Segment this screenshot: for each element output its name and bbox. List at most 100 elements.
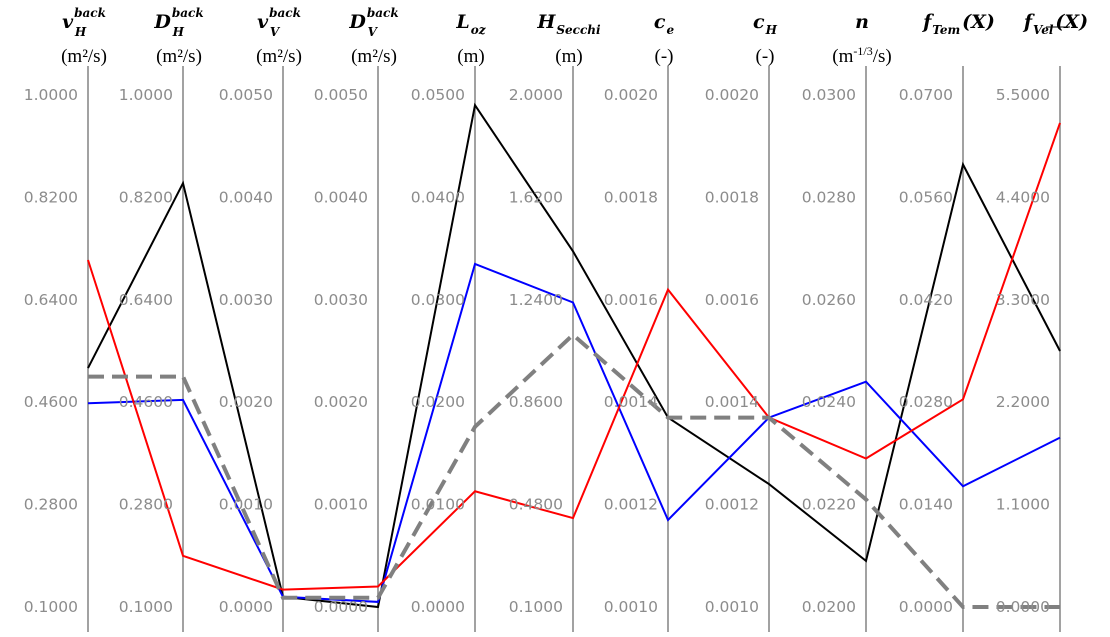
tick-label: 0.0100	[411, 496, 465, 514]
series-line-2	[87, 262, 1061, 603]
tick-label: 0.0016	[604, 291, 658, 309]
axis-subscript: Vel	[1033, 23, 1054, 37]
axis-argument: (X)	[962, 11, 995, 33]
tick-label: 1.6200	[509, 188, 563, 206]
tick-label: 0.0000	[314, 598, 368, 616]
axis-unit: (m²/s)	[351, 46, 397, 67]
axis-unit: (m)	[555, 46, 582, 67]
tick-label: 0.0700	[899, 86, 953, 104]
axis-unit: (m²/s)	[256, 46, 302, 67]
axis-name: fTem (X)	[921, 11, 995, 37]
tick-label: 0.0010	[705, 598, 759, 616]
axis-subscript: V	[368, 25, 379, 39]
tick-label: 0.0010	[314, 496, 368, 514]
tick-label: 0.0200	[411, 393, 465, 411]
tick-label: 0.8200	[24, 188, 78, 206]
tick-label: 0.0012	[705, 496, 759, 514]
axis-subscript: oz	[471, 23, 487, 37]
tick-label: 0.0018	[705, 188, 759, 206]
axis-superscript: back	[367, 6, 399, 20]
axis-name: Dback V	[348, 6, 398, 39]
axis-header-11: fVel (X)	[1022, 11, 1088, 37]
tick-label: 1.0000	[24, 86, 78, 104]
axis-header-6: HSecchi (m)	[536, 11, 601, 67]
tick-label: 0.6400	[119, 291, 173, 309]
axis-name: ce	[654, 11, 675, 37]
axis-name: vback V	[257, 6, 301, 39]
tick-label: 0.0000	[411, 598, 465, 616]
axis-unit: (m-1/3/s)	[832, 44, 891, 67]
axis-header-4: Dback V(m²/s)	[348, 6, 398, 67]
tick-label: 0.1000	[119, 598, 173, 616]
tick-label: 0.4600	[24, 393, 78, 411]
tick-label: 0.0050	[314, 86, 368, 104]
series-line-3	[87, 122, 1061, 591]
tick-label: 4.4000	[996, 188, 1050, 206]
tick-label: 0.0420	[899, 291, 953, 309]
tick-label: 0.0030	[219, 291, 273, 309]
axis-header-1: vback H(m²/s)	[61, 6, 107, 67]
axis-header-10: fTem (X)	[921, 11, 995, 37]
axis-header-5: Loz (m)	[455, 11, 486, 67]
tick-label: 0.0020	[314, 393, 368, 411]
axis-header-2: Dback H(m²/s)	[153, 6, 203, 67]
tick-label: 0.0220	[802, 496, 856, 514]
axis-argument: (X)	[1055, 11, 1088, 33]
tick-label: 0.0020	[219, 393, 273, 411]
axis-subscript: Secchi	[556, 23, 601, 37]
axis-name: fVel (X)	[1022, 11, 1088, 37]
tick-label: 1.1000	[996, 496, 1050, 514]
series-line-1	[87, 102, 1061, 609]
tick-label: 0.0050	[219, 86, 273, 104]
axis-superscript: back	[172, 6, 204, 20]
axis-subscript: V	[270, 25, 281, 39]
series-line-4	[88, 332, 1060, 609]
axis-name: cH	[753, 11, 778, 37]
axis-superscript: back	[74, 6, 106, 20]
axis-subscript: Tem	[932, 23, 960, 37]
tick-label: 0.0030	[314, 291, 368, 309]
tick-label: 0.0010	[604, 598, 658, 616]
tick-label: 0.0040	[219, 188, 273, 206]
tick-label: 0.2800	[119, 496, 173, 514]
axis-subscript: H	[765, 23, 778, 37]
axis-subscript: H	[172, 25, 185, 39]
axis-header-7: ce (-)	[654, 11, 675, 67]
tick-label: 0.0010	[219, 496, 273, 514]
tick-label: 0.0140	[899, 496, 953, 514]
axis-unit: (m)	[457, 46, 484, 67]
axis-name: Dback H	[153, 6, 203, 39]
tick-label: 0.0018	[604, 188, 658, 206]
tick-labels-layer: 1.0000 0.8200 0.6400 0.4600 0.2800 0.1000 1.00…	[24, 86, 1050, 616]
tick-label: 0.0400	[411, 188, 465, 206]
axis-name: n	[855, 11, 869, 33]
axis-unit: (m²/s)	[61, 46, 107, 67]
axis-superscript: back	[269, 6, 301, 20]
axis-unit: (m²/s)	[156, 46, 202, 67]
axis-header-8: cH (-)	[753, 11, 778, 67]
tick-label: 0.0014	[604, 393, 658, 411]
tick-label: 0.0020	[705, 86, 759, 104]
tick-label: 0.0240	[802, 393, 856, 411]
axis-name: HSecchi	[536, 11, 601, 37]
tick-label: 0.0014	[705, 393, 759, 411]
tick-label: 0.8600	[509, 393, 563, 411]
axis-header-3: vback V(m²/s)	[256, 6, 302, 67]
axis-subscript: e	[666, 23, 674, 37]
axis-header-9: n (m-1/3/s)	[832, 11, 891, 67]
tick-label: 0.0300	[802, 86, 856, 104]
tick-label: 0.0280	[802, 188, 856, 206]
tick-label: 0.0000	[219, 598, 273, 616]
tick-label: 1.2400	[509, 291, 563, 309]
axis-unit: (-)	[655, 46, 674, 67]
tick-label: 0.0300	[411, 291, 465, 309]
tick-label: 0.8200	[119, 188, 173, 206]
tick-label: 0.0200	[802, 598, 856, 616]
axes-layer	[87, 66, 1061, 632]
tick-label: 0.4800	[509, 496, 563, 514]
tick-label: 0.0260	[802, 291, 856, 309]
axis-subscript: H	[74, 25, 87, 39]
tick-label: 5.5000	[996, 86, 1050, 104]
axis-header-layer: vback H(m²/s)Dback H(m²/s)vback V(m²/s)Dbac…	[61, 6, 1088, 67]
